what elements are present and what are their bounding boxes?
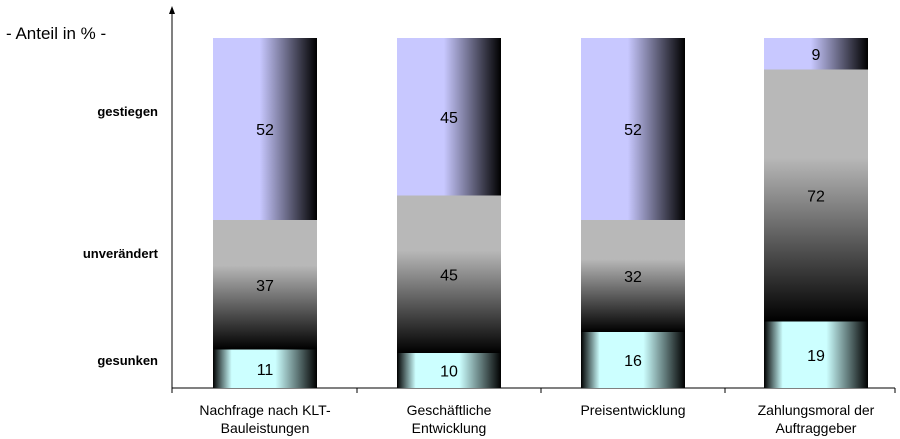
bars	[213, 38, 868, 388]
category-label: Geschäftliche Entwicklung	[407, 402, 492, 436]
bar-segment-gestiegen	[397, 38, 501, 196]
bar-segment-unverändert	[213, 220, 317, 350]
labels: gestiegen unverändert gesunken 11 37 52 Nachfr…	[83, 47, 875, 436]
bar-segment-gesunken	[581, 332, 685, 388]
bar-segment-gesunken	[213, 349, 317, 388]
category-label: Zahlungsmoral der Auftraggeber	[758, 402, 875, 436]
data-label: 52	[256, 122, 274, 139]
data-label: 16	[624, 353, 642, 370]
bar-segment-gestiegen	[581, 38, 685, 220]
data-label: 11	[257, 362, 274, 379]
row-label: gesunken	[97, 353, 158, 368]
data-label: 32	[624, 269, 642, 286]
data-label: 52	[624, 122, 642, 139]
data-label: 10	[440, 364, 458, 381]
data-label: 72	[807, 189, 825, 206]
data-label: 45	[440, 110, 458, 127]
bar-segment-unverändert	[397, 195, 501, 353]
bar-segment-gestiegen	[764, 38, 868, 70]
bar-segment-unverändert	[764, 69, 868, 322]
row-label: unverändert	[83, 246, 159, 261]
bar-segment-gesunken	[397, 353, 501, 388]
row-label: gestiegen	[97, 104, 158, 119]
data-label: 9	[812, 47, 821, 64]
bar-segment-gestiegen	[213, 38, 317, 220]
bar-segment-gesunken	[764, 321, 868, 388]
category-label: Preisentwicklung	[580, 402, 685, 418]
y-axis-arrow	[169, 6, 175, 14]
data-label: 37	[256, 278, 274, 295]
data-label: 19	[807, 348, 825, 365]
data-label: 45	[440, 267, 458, 284]
category-label: Nachfrage nach KLT-Bauleistungen	[199, 402, 331, 436]
unit-label: - Anteil in % -	[6, 24, 107, 43]
bar-segment-unverändert	[581, 220, 685, 332]
